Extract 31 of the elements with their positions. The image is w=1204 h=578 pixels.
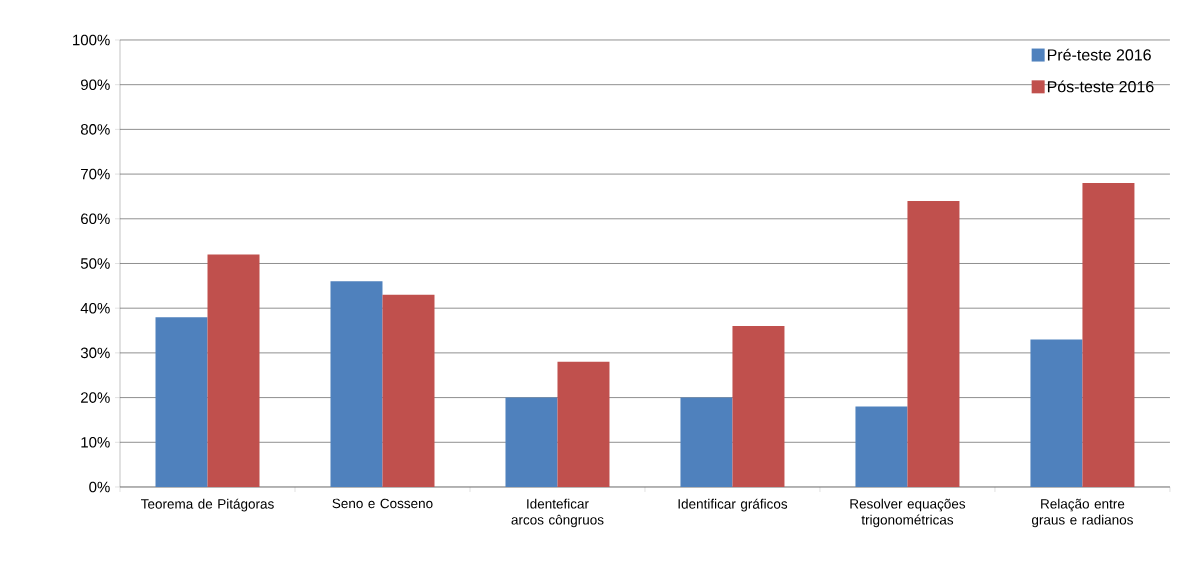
y-tick-label: 40%: [80, 302, 110, 314]
y-tick-label: 50%: [80, 258, 110, 269]
bar: [505, 397, 558, 487]
y-tick-label: 100%: [73, 34, 110, 46]
y-tick-label: 10%: [81, 436, 110, 448]
legend-label: Pós-teste 2016: [1047, 80, 1154, 93]
bar: [680, 397, 733, 487]
y-tick-label: 80%: [80, 124, 110, 135]
bar: [855, 406, 908, 487]
y-tick-label: 0%: [89, 481, 110, 493]
y-tick-label: 20%: [81, 392, 110, 403]
x-tick-label: Relação entre graus e radianos: [1031, 498, 1133, 528]
x-tick-label: Resolver equações trigonométricas: [850, 498, 966, 528]
bar: [732, 326, 785, 487]
y-tick-label: 60%: [81, 213, 110, 225]
bar: [557, 361, 610, 487]
y-tick-label: 90%: [80, 79, 110, 90]
bar: [1082, 183, 1135, 487]
bar: [382, 294, 435, 487]
x-tick-label: Seno e Cosseno: [332, 498, 433, 509]
x-tick-label: Identeficar arcos côngruos: [511, 498, 604, 528]
bar: [907, 200, 960, 487]
y-tick-label: 30%: [80, 347, 110, 359]
bar: [155, 317, 208, 487]
y-tick-label: 70%: [81, 168, 110, 180]
x-tick-label: Identificar gráficos: [678, 498, 788, 512]
legend-label: Pré-teste 2016: [1047, 48, 1151, 61]
bar: [1030, 339, 1083, 487]
bar: [207, 254, 260, 487]
x-tick-label: Teorema de Pitágoras: [141, 498, 274, 512]
bar: [330, 281, 383, 487]
